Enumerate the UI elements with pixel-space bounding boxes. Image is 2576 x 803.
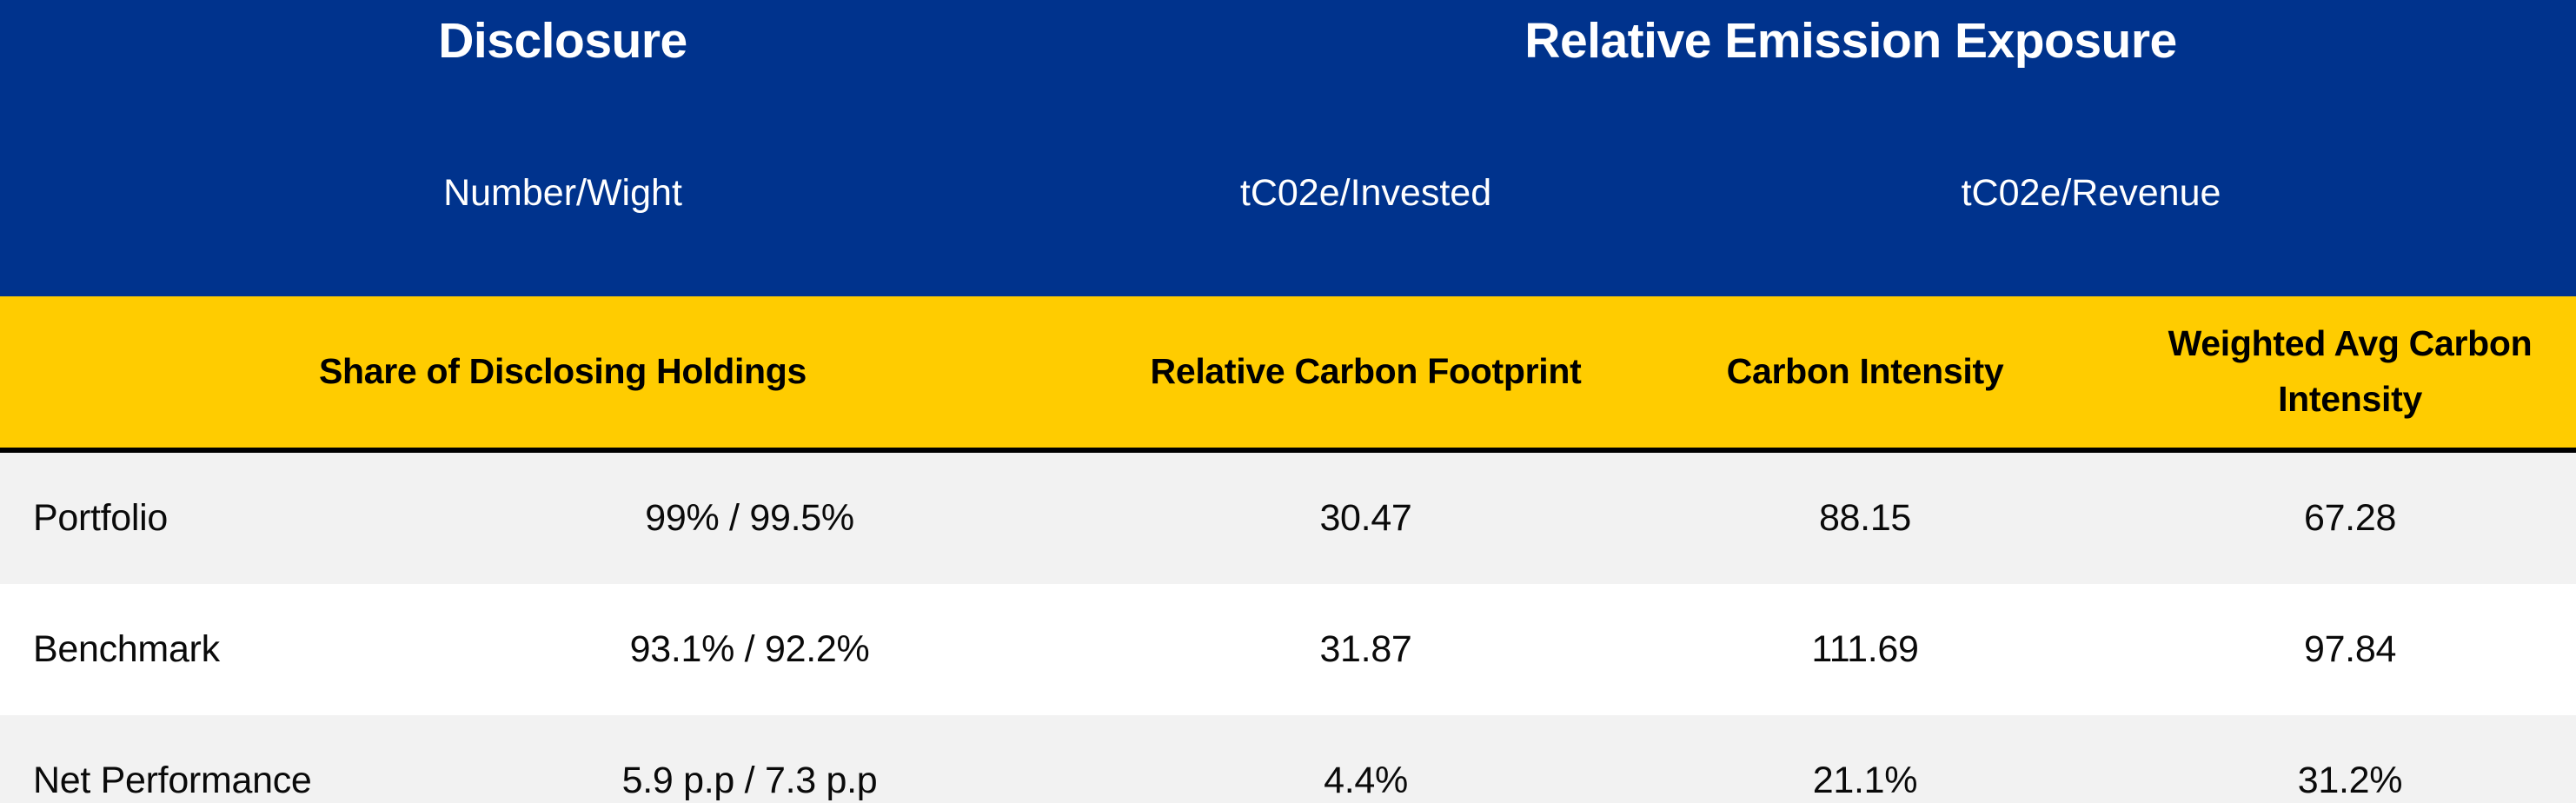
carbon-intensity-value: 88.15 (1606, 450, 2124, 584)
carbon-intensity-value: 111.69 (1606, 584, 2124, 715)
table-row-net-performance: Net Performance 5.9 p.p / 7.3 p.p 4.4% 2… (0, 715, 2576, 803)
unit-header-tco2e-invested: tC02e/Invested (1125, 148, 1606, 296)
unit-header-tco2e-revenue: tC02e/Revenue (1606, 148, 2576, 296)
row-label: Benchmark (0, 584, 374, 715)
relative-carbon-footprint-value: 30.47 (1125, 450, 1606, 584)
column-header-relative-carbon-footprint: Relative Carbon Footprint (1125, 296, 1606, 453)
column-header-row: Share of Disclosing Holdings Relative Ca… (0, 296, 2576, 453)
group-header-row: Disclosure Relative Emission Exposure (0, 0, 2576, 148)
share-of-disclosing-holdings-value: 5.9 p.p / 7.3 p.p (374, 715, 1125, 803)
unit-header-number-weight: Number/Wight (0, 148, 1125, 296)
table-row-benchmark: Benchmark 93.1% / 92.2% 31.87 111.69 97.… (0, 584, 2576, 715)
group-header-relative-emission-exposure: Relative Emission Exposure (1125, 0, 2576, 148)
weighted-avg-carbon-intensity-value: 67.28 (2124, 450, 2576, 584)
column-header-share-of-disclosing-holdings: Share of Disclosing Holdings (0, 296, 1125, 453)
share-of-disclosing-holdings-value: 93.1% / 92.2% (374, 584, 1125, 715)
weighted-avg-carbon-intensity-value: 31.2% (2124, 715, 2576, 803)
group-header-disclosure: Disclosure (0, 0, 1125, 148)
carbon-intensity-value: 21.1% (1606, 715, 2124, 803)
column-header-weighted-avg-carbon-intensity: Weighted Avg Carbon Intensity (2124, 296, 2576, 453)
row-label: Portfolio (0, 450, 374, 584)
relative-carbon-footprint-value: 31.87 (1125, 584, 1606, 715)
row-label: Net Performance (0, 715, 374, 803)
weighted-avg-carbon-intensity-value: 97.84 (2124, 584, 2576, 715)
column-header-carbon-intensity: Carbon Intensity (1606, 296, 2124, 453)
relative-carbon-footprint-value: 4.4% (1125, 715, 1606, 803)
unit-header-row: Number/Wight tC02e/Invested tC02e/Revenu… (0, 148, 2576, 296)
table-row-portfolio: Portfolio 99% / 99.5% 30.47 88.15 67.28 (0, 450, 2576, 584)
share-of-disclosing-holdings-value: 99% / 99.5% (374, 450, 1125, 584)
